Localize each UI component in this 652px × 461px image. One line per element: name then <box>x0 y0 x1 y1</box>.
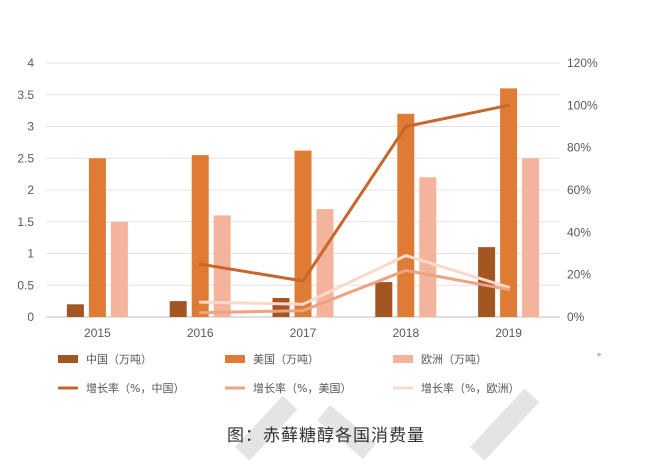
bar <box>375 282 393 317</box>
series-line <box>198 268 511 315</box>
legend-label: 增长率（%，美国） <box>253 381 351 395</box>
bar <box>397 113 415 317</box>
x-axis-tick-label: 2016 <box>187 326 214 340</box>
x-axis-tick-label: 2017 <box>290 326 317 340</box>
series-line <box>198 254 511 306</box>
legend-label: 增长率（%，欧洲） <box>421 381 519 395</box>
left-axis-ticks: 0 0.5 1 1.5 2 2.5 3 3.5 4 <box>17 56 34 324</box>
series-line <box>198 103 511 283</box>
legend-swatch <box>393 355 413 363</box>
bar <box>316 209 334 317</box>
bar <box>66 304 84 317</box>
bar-marks <box>66 88 540 318</box>
left-axis-tick-label: 2 <box>27 183 34 197</box>
left-axis-tick-label: 0 <box>27 310 34 324</box>
bar <box>191 155 209 317</box>
left-axis-tick-label: 0.5 <box>17 278 34 292</box>
right-axis-tick-label: 0% <box>567 310 585 324</box>
right-axis-ticks: 0% 20% 40% 60% 80% 100% 120% <box>567 56 598 324</box>
x-axis-tick-label: 2018 <box>392 326 419 340</box>
right-axis-tick-label: 80% <box>567 141 591 155</box>
bar <box>294 150 312 317</box>
left-axis-tick-label: 3 <box>27 120 34 134</box>
legend: 中国（万吨） 美国（万吨） 欧洲（万吨） 增长率（%，中国） 增长率（%，美国） 增长率（… <box>58 353 519 395</box>
legend-label: 欧洲（万吨） <box>421 353 487 366</box>
x-axis-tick-label: 2015 <box>84 326 111 340</box>
scroll-indicator: ▸ <box>597 350 602 360</box>
bar <box>522 158 540 317</box>
legend-swatch <box>225 355 245 363</box>
x-axis-tick-label: 2019 <box>495 326 522 340</box>
x-axis-ticks: 2015 2016 2017 2018 2019 <box>84 326 522 340</box>
chart: 0 0.5 1 1.5 2 2.5 3 3.5 4 0% 20% 40% 60% 80% 100% 120%… <box>17 56 598 395</box>
right-axis-tick-label: 20% <box>567 268 591 282</box>
right-axis-tick-label: 120% <box>567 56 598 70</box>
bar <box>500 88 518 318</box>
line-marks <box>198 103 511 315</box>
left-axis-tick-label: 2.5 <box>17 151 34 165</box>
legend-swatch <box>58 355 78 363</box>
legend-label: 美国（万吨） <box>253 353 319 366</box>
bar <box>110 221 128 317</box>
legend-label: 增长率（%，中国） <box>86 381 184 395</box>
bar <box>169 301 187 317</box>
bar <box>272 297 290 317</box>
left-axis-tick-label: 4 <box>27 56 34 70</box>
right-axis-tick-label: 60% <box>567 183 591 197</box>
left-axis-tick-label: 3.5 <box>17 88 34 102</box>
figure-caption: 图：赤藓糖醇各国消费量 <box>227 426 425 446</box>
right-axis-tick-label: 40% <box>567 225 591 239</box>
left-axis-tick-label: 1.5 <box>17 215 34 229</box>
bar <box>419 177 437 317</box>
legend-label: 中国（万吨） <box>86 353 152 366</box>
bar <box>88 158 106 317</box>
right-axis-tick-label: 100% <box>567 98 598 112</box>
left-axis-tick-label: 1 <box>27 247 34 261</box>
